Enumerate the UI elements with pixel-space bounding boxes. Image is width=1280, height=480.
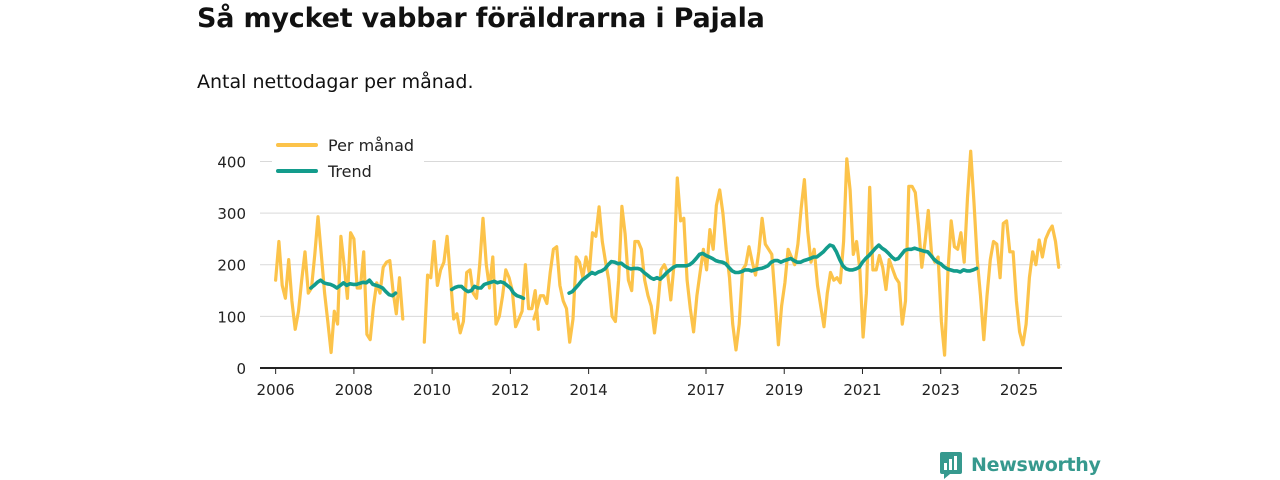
series-line-per-manad <box>532 149 1061 357</box>
series-line-trend <box>567 243 979 295</box>
legend-background <box>272 133 424 185</box>
series-per-manad <box>274 149 1061 357</box>
x-tick-label: 2019 <box>765 381 803 399</box>
newsworthy-wordmark: Newsworthy <box>971 454 1101 476</box>
y-tick-label: 300 <box>217 205 246 223</box>
series-line-per-manad <box>274 215 405 355</box>
y-axis-tick-labels: 0 100 200 300 400 <box>217 153 246 378</box>
x-tick-label: 2017 <box>687 381 725 399</box>
y-tick-label: 0 <box>236 360 246 378</box>
series-trend <box>309 243 979 301</box>
newsworthy-brand: Newsworthy <box>939 451 1101 479</box>
series-line-trend <box>449 279 526 301</box>
x-tick-label: 2012 <box>491 381 529 399</box>
x-tick-label: 2023 <box>922 381 960 399</box>
y-tick-label: 400 <box>217 153 246 171</box>
x-tick-label: 2006 <box>257 381 295 399</box>
page-title: Så mycket vabbar föräldrarna i Pajala <box>197 3 765 34</box>
series-lines <box>274 149 1061 357</box>
x-tick-label: 2008 <box>335 381 373 399</box>
x-axis-ticks: 2006 2008 2010 2012 2014 2017 2019 2021 2023 2025 <box>257 368 1038 399</box>
series-line-per-manad <box>422 216 541 344</box>
y-tick-label: 100 <box>217 308 246 326</box>
chart-legend: Per månad Trend <box>272 133 424 185</box>
x-tick-label: 2014 <box>570 381 608 399</box>
legend-label-per-manad: Per månad <box>328 136 414 155</box>
page-subtitle: Antal nettodagar per månad. <box>197 71 474 93</box>
newsworthy-logo-icon <box>940 452 962 479</box>
y-tick-label: 200 <box>217 257 246 275</box>
legend-label-trend: Trend <box>327 162 372 181</box>
series-line-trend <box>309 278 398 298</box>
x-tick-label: 2010 <box>413 381 451 399</box>
x-tick-label: 2021 <box>843 381 881 399</box>
x-tick-label: 2025 <box>1000 381 1038 399</box>
